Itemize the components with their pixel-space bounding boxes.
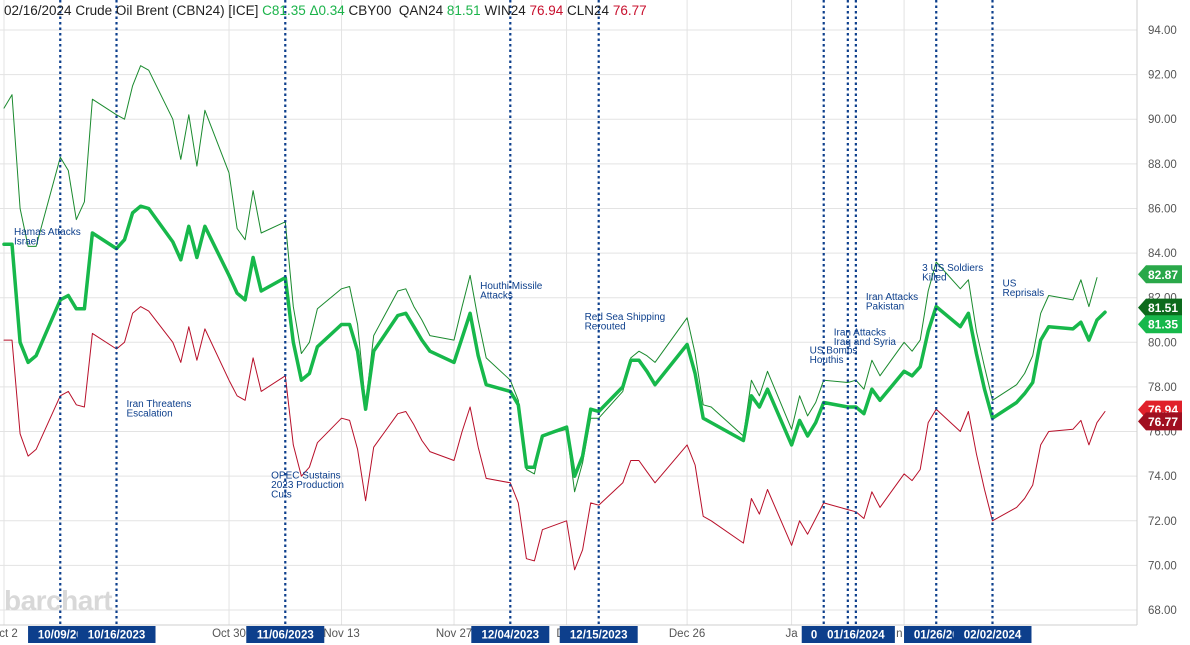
y-tick-label: 88.00 — [1148, 159, 1177, 171]
y-tick-label: 72.00 — [1148, 516, 1177, 528]
last-value-tag — [1138, 412, 1182, 431]
grid-lines — [0, 0, 1137, 625]
y-tick-label: 70.00 — [1148, 560, 1177, 572]
event-annotation-text: Killed — [922, 272, 946, 283]
event-annotation-text: Houthis — [810, 355, 844, 366]
header-series3-symbol: CLN24 — [567, 3, 610, 18]
event-annotation-text: OPEC Sustains — [271, 470, 340, 481]
event-date-tag — [28, 626, 93, 643]
event-date-tag — [816, 626, 895, 643]
event-date-tag-label: 12/15/2023 — [570, 630, 628, 642]
event-date-tag — [246, 626, 325, 643]
last-value-tag-label: 76.77 — [1148, 415, 1178, 429]
header-series2-symbol: WIN24 — [484, 3, 526, 18]
y-tick-label: 74.00 — [1148, 471, 1177, 483]
y-tick-label: 94.00 — [1148, 25, 1177, 37]
x-tick-label: Nov 27 — [436, 628, 472, 640]
last-value-tag — [1138, 298, 1182, 317]
event-date-tag-label: 01/16/2024 — [827, 630, 885, 642]
header-series2-value: 76.94 — [529, 3, 564, 18]
header-close-value: 81.35 — [271, 3, 306, 18]
event-date-tag — [953, 626, 1032, 643]
event-annotation-text: Houthi Missile — [480, 281, 543, 292]
event-annotation-text: Reprisals — [1002, 288, 1044, 299]
y-tick-label: 78.00 — [1148, 382, 1177, 394]
event-annotation-text: Red Sea Shipping — [585, 312, 666, 323]
last-value-tag — [1138, 315, 1182, 334]
event-date-tag-label: 12/04/2023 — [482, 630, 540, 642]
event-annotation-text: Israel — [14, 237, 38, 248]
series-line-qan24 — [3, 65, 1098, 493]
event-date-tag-label: 02/02/2024 — [964, 630, 1022, 642]
y-tick-label: 84.00 — [1148, 248, 1177, 260]
series-line-cbn24 — [2, 204, 1107, 478]
barchart-watermark: barchart — [4, 585, 113, 616]
event-annotation-text: Iraq and Syria — [834, 337, 897, 348]
y-tick-label: 92.00 — [1148, 70, 1177, 82]
y-tick-label: 90.00 — [1148, 114, 1177, 126]
series-line-cln24 — [3, 306, 1106, 571]
last-value-tag-label: 82.87 — [1148, 268, 1178, 282]
header-symbol-name: Crude Oil Brent (CBN24) [ICE] — [75, 3, 259, 18]
header-close-label: C — [262, 3, 272, 18]
event-annotation-text: Pakistan — [866, 301, 904, 312]
event-date-tag — [77, 626, 156, 643]
event-annotation-text: 2023 Production — [271, 480, 344, 491]
event-date-tag-label: 01/26/20 — [914, 630, 959, 642]
event-annotation-text: Escalation — [127, 409, 173, 420]
event-annotation-text: Cuts — [271, 489, 292, 500]
header-series1-value: 81.51 — [446, 3, 481, 18]
event-annotation-text: Iran Threatens — [127, 399, 192, 410]
event-date-tag — [559, 626, 638, 643]
event-date-tag — [471, 626, 550, 643]
event-annotation-text: US — [1002, 279, 1016, 290]
header-change: Δ0.34 — [309, 3, 345, 18]
event-annotation-text: Hamas Attacks — [14, 227, 81, 238]
last-value-tag-label: 81.35 — [1148, 318, 1178, 332]
event-annotation-text: Attacks — [480, 290, 513, 301]
x-tick-label: Oct 2 — [0, 628, 18, 640]
last-value-tag — [1138, 265, 1182, 284]
event-date-tag — [904, 626, 969, 643]
header-compare-symbol: CBY00 — [348, 3, 392, 18]
x-tick-label: Oct 30 — [212, 628, 246, 640]
y-tick-label: 80.00 — [1148, 337, 1177, 349]
event-date-tag-label: 10/16/2023 — [88, 630, 146, 642]
chart-header: 02/16/2024 Crude Oil Brent (CBN24) [ICE]… — [4, 3, 647, 18]
event-annotation-text: 3 US Soldiers — [922, 263, 983, 274]
event-date-tag-label: 10/09/20 — [38, 630, 83, 642]
y-tick-label: 86.00 — [1148, 203, 1177, 215]
header-date: 02/16/2024 — [4, 3, 72, 18]
header-series3-value: 76.77 — [612, 3, 647, 18]
x-tick-label: Ja — [785, 628, 798, 640]
last-value-tag-label: 81.51 — [1148, 301, 1178, 315]
x-tick-label: Nov 13 — [323, 628, 359, 640]
y-tick-label: 68.00 — [1148, 605, 1177, 617]
event-annotation-text: Iran Attacks — [866, 292, 918, 303]
event-annotation-text: Rerouted — [585, 322, 626, 333]
event-annotation-text: Iran Attacks — [834, 328, 886, 339]
event-date-tag-label: 11/06/2023 — [257, 630, 314, 642]
event-annotation-text: US Bombs — [810, 345, 858, 356]
x-tick-label: Dec 26 — [669, 628, 705, 640]
header-series1-symbol: QAN24 — [398, 3, 444, 18]
